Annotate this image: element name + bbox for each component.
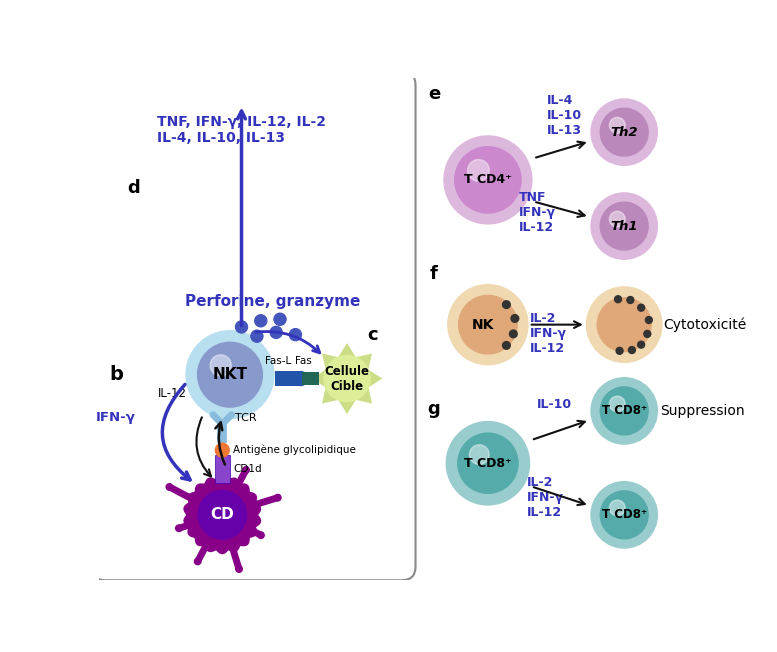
Text: T CD8⁺: T CD8⁺: [601, 404, 646, 417]
Text: IL-10: IL-10: [536, 398, 572, 411]
Circle shape: [587, 287, 662, 363]
Circle shape: [198, 490, 246, 539]
Circle shape: [609, 211, 625, 227]
Circle shape: [448, 285, 528, 364]
Circle shape: [591, 98, 658, 166]
Text: Antigène glycolipidique: Antigène glycolipidique: [233, 445, 356, 455]
Text: T CD8⁺: T CD8⁺: [464, 457, 512, 469]
Circle shape: [454, 146, 522, 214]
FancyBboxPatch shape: [92, 71, 416, 580]
Circle shape: [591, 377, 658, 445]
Circle shape: [235, 566, 242, 572]
Circle shape: [251, 330, 263, 342]
Circle shape: [598, 298, 651, 351]
Text: b: b: [109, 365, 123, 384]
Circle shape: [443, 135, 532, 224]
Circle shape: [609, 396, 625, 412]
Circle shape: [510, 330, 517, 338]
Circle shape: [242, 467, 249, 473]
Text: d: d: [127, 179, 140, 197]
Circle shape: [274, 313, 286, 325]
Circle shape: [609, 117, 625, 133]
Text: Cellule
Cible: Cellule Cible: [325, 364, 370, 393]
Circle shape: [270, 326, 282, 338]
Text: IL-4
IL-10
IL-13: IL-4 IL-10 IL-13: [547, 94, 582, 137]
Circle shape: [616, 348, 623, 354]
Circle shape: [600, 386, 649, 436]
Circle shape: [457, 432, 519, 494]
Circle shape: [289, 329, 301, 341]
Text: Suppression: Suppression: [660, 404, 744, 418]
Circle shape: [166, 484, 172, 490]
Circle shape: [235, 321, 248, 333]
Circle shape: [644, 331, 651, 337]
Polygon shape: [312, 343, 382, 414]
Circle shape: [646, 317, 653, 323]
Text: TNF
IFN-γ
IL-12: TNF IFN-γ IL-12: [519, 192, 556, 235]
Circle shape: [600, 201, 649, 251]
Circle shape: [591, 192, 658, 260]
Text: f: f: [430, 265, 438, 283]
Circle shape: [503, 301, 510, 308]
Text: NK: NK: [472, 318, 494, 332]
Circle shape: [638, 341, 645, 348]
Circle shape: [194, 558, 201, 565]
Circle shape: [627, 297, 634, 303]
Text: Perforine, granzyme: Perforine, granzyme: [185, 294, 360, 309]
Text: Cytotoxicité: Cytotoxicité: [664, 318, 747, 332]
Circle shape: [600, 490, 649, 539]
Text: IFN-γ: IFN-γ: [96, 411, 136, 424]
Text: c: c: [367, 325, 378, 344]
Circle shape: [258, 532, 264, 539]
Circle shape: [600, 108, 649, 156]
Text: Th1: Th1: [611, 220, 638, 233]
Circle shape: [197, 342, 263, 408]
Circle shape: [511, 315, 519, 322]
Text: CD: CD: [211, 507, 234, 522]
Circle shape: [638, 304, 645, 311]
Text: TNF, IFN-γ, IL-12, IL-2
IL-4, IL-10, IL-13: TNF, IFN-γ, IL-12, IL-2 IL-4, IL-10, IL-…: [157, 115, 326, 145]
Circle shape: [503, 342, 510, 349]
Circle shape: [468, 160, 490, 181]
Circle shape: [185, 330, 274, 419]
Circle shape: [609, 500, 625, 516]
Circle shape: [591, 481, 658, 549]
FancyBboxPatch shape: [302, 372, 319, 385]
Text: e: e: [428, 85, 440, 102]
Text: T CD4⁺: T CD4⁺: [464, 173, 512, 186]
Circle shape: [629, 347, 636, 353]
Circle shape: [210, 355, 232, 376]
Text: IL-2
IFN-γ
IL-12: IL-2 IFN-γ IL-12: [527, 477, 563, 520]
FancyBboxPatch shape: [214, 455, 230, 483]
Text: a: a: [201, 387, 213, 406]
Circle shape: [176, 525, 182, 531]
Circle shape: [469, 445, 490, 464]
Text: IL-12: IL-12: [158, 387, 186, 400]
Circle shape: [294, 372, 308, 385]
Text: g: g: [427, 400, 441, 419]
Text: IL-2
IFN-γ
IL-12: IL-2 IFN-γ IL-12: [530, 312, 567, 355]
FancyBboxPatch shape: [274, 371, 299, 386]
Circle shape: [274, 494, 281, 501]
Circle shape: [215, 443, 229, 457]
Circle shape: [324, 355, 370, 402]
Text: NKT: NKT: [212, 367, 247, 382]
Polygon shape: [183, 475, 261, 554]
Text: CD1d: CD1d: [233, 464, 262, 474]
Text: Fas-L: Fas-L: [265, 356, 291, 366]
Text: TCR: TCR: [235, 413, 256, 422]
Circle shape: [458, 295, 517, 354]
Text: Fas: Fas: [294, 356, 312, 366]
Circle shape: [615, 296, 622, 303]
Text: Th2: Th2: [611, 126, 638, 139]
Circle shape: [255, 315, 267, 327]
Circle shape: [445, 421, 530, 505]
Text: T CD8⁺: T CD8⁺: [601, 509, 646, 522]
